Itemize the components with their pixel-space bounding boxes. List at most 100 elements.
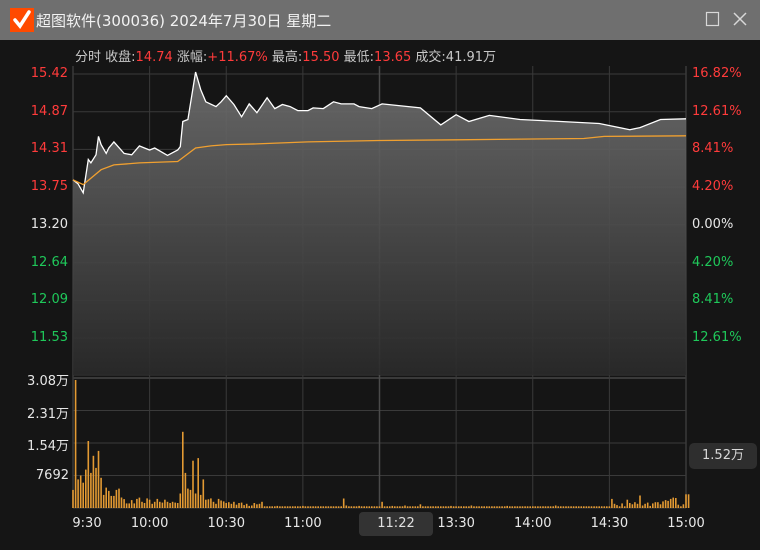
volume-bar bbox=[179, 493, 182, 508]
volume-bar bbox=[542, 506, 544, 508]
volume-bar bbox=[345, 505, 348, 508]
volume-bar bbox=[498, 506, 501, 508]
high-value: 15.50 bbox=[302, 50, 340, 65]
volume-bar bbox=[118, 488, 120, 508]
volume-axis-label: 7692 bbox=[35, 467, 69, 483]
volume-bar bbox=[279, 506, 281, 508]
volume-bar bbox=[516, 506, 519, 508]
volume-bar bbox=[210, 498, 212, 508]
volume-bar bbox=[125, 503, 128, 508]
volume-bar bbox=[120, 497, 123, 508]
volume-bar bbox=[411, 506, 414, 508]
volume-bar bbox=[355, 506, 358, 508]
volume-axis-label: 3.08万 bbox=[27, 374, 69, 389]
volume-bar bbox=[675, 498, 677, 508]
volume-bar bbox=[509, 506, 511, 508]
volume-bar bbox=[151, 503, 153, 508]
volume-bar bbox=[136, 498, 138, 508]
volume-bar bbox=[572, 506, 575, 508]
volume-bar bbox=[266, 506, 268, 508]
volume-bar bbox=[414, 506, 417, 508]
crosshair-volume-label: 1.52万 bbox=[689, 443, 757, 469]
percent-axis-label: 0.00% bbox=[692, 216, 734, 232]
volume-bar bbox=[496, 506, 498, 508]
volume-bar bbox=[251, 505, 253, 508]
volume-bar bbox=[74, 380, 77, 508]
volume-bar bbox=[235, 504, 238, 508]
volume-bar bbox=[243, 505, 245, 508]
volume-bar bbox=[649, 505, 651, 508]
volume-bar bbox=[404, 505, 406, 508]
close-value: 14.74 bbox=[135, 50, 173, 65]
volume-bar bbox=[197, 458, 199, 508]
volume-bar bbox=[552, 506, 554, 508]
volume-bar bbox=[427, 506, 429, 508]
volume-bar bbox=[205, 499, 207, 508]
volume-bar bbox=[207, 499, 210, 508]
volume-bar bbox=[447, 506, 450, 508]
high-label: 最高: bbox=[271, 50, 303, 65]
volume-bar bbox=[171, 501, 174, 508]
volume-bar bbox=[603, 506, 606, 508]
volume-bar bbox=[284, 506, 286, 508]
volume-bar bbox=[274, 506, 276, 508]
volume-bar bbox=[276, 505, 279, 508]
volume-bar bbox=[108, 490, 110, 508]
quote-summary: 分时 收盘:14.74 涨幅:+11.67% 最高:15.50 最低:13.65… bbox=[75, 46, 496, 65]
volume-bar bbox=[677, 504, 680, 508]
time-axis-label: 10:00 bbox=[130, 516, 169, 531]
volume-bar bbox=[549, 506, 552, 508]
volume-bar bbox=[409, 506, 411, 508]
volume-bar bbox=[621, 503, 623, 508]
volume-bar bbox=[526, 506, 529, 508]
volume-bar bbox=[424, 506, 427, 508]
volume-bar bbox=[623, 506, 626, 508]
volume-bar bbox=[286, 506, 289, 508]
volume-bar bbox=[156, 498, 159, 508]
volume-bar bbox=[429, 506, 432, 508]
price-area bbox=[73, 72, 686, 375]
volume-bar bbox=[348, 506, 350, 508]
volume-bar bbox=[562, 506, 565, 508]
volume-bar bbox=[669, 498, 672, 508]
change-label: 涨幅: bbox=[176, 50, 208, 65]
volume-bar bbox=[159, 501, 161, 508]
volume-bar bbox=[486, 506, 488, 508]
volume-bar bbox=[565, 506, 567, 508]
volume-bar bbox=[146, 498, 148, 508]
volume-bar bbox=[182, 431, 184, 508]
volume-bar bbox=[371, 506, 373, 508]
volume-bar bbox=[580, 506, 583, 508]
volume-bar bbox=[353, 506, 355, 508]
volume-bar bbox=[291, 506, 294, 508]
volume-bar bbox=[521, 506, 524, 508]
close-button[interactable] bbox=[732, 11, 748, 31]
volume-bar bbox=[143, 503, 146, 508]
volume-bar bbox=[87, 441, 90, 508]
volume-bar bbox=[133, 503, 136, 508]
volume-label: 成交: bbox=[415, 50, 446, 65]
volume-bar bbox=[662, 501, 664, 508]
volume-bar bbox=[358, 505, 360, 508]
volume-bar bbox=[95, 467, 97, 508]
volume-bar bbox=[631, 504, 634, 508]
volume-bar bbox=[217, 498, 220, 508]
volume-bar bbox=[534, 506, 537, 508]
volume-bar bbox=[297, 506, 299, 508]
volume-bar bbox=[544, 506, 547, 508]
low-label: 最低: bbox=[343, 50, 375, 65]
volume-bar bbox=[639, 495, 641, 508]
volume-bar bbox=[350, 506, 353, 508]
volume-bar bbox=[92, 455, 95, 508]
volume-bar bbox=[102, 494, 105, 508]
volume-bar bbox=[365, 506, 368, 508]
volume-bar bbox=[164, 499, 166, 508]
volume-bar bbox=[77, 479, 79, 508]
volume-bar bbox=[577, 506, 580, 508]
volume-bar bbox=[97, 450, 100, 508]
maximize-button[interactable] bbox=[705, 11, 721, 31]
price-axis-label: 12.64 bbox=[30, 254, 68, 270]
volume-bar bbox=[611, 498, 613, 508]
volume-bar bbox=[141, 501, 143, 508]
